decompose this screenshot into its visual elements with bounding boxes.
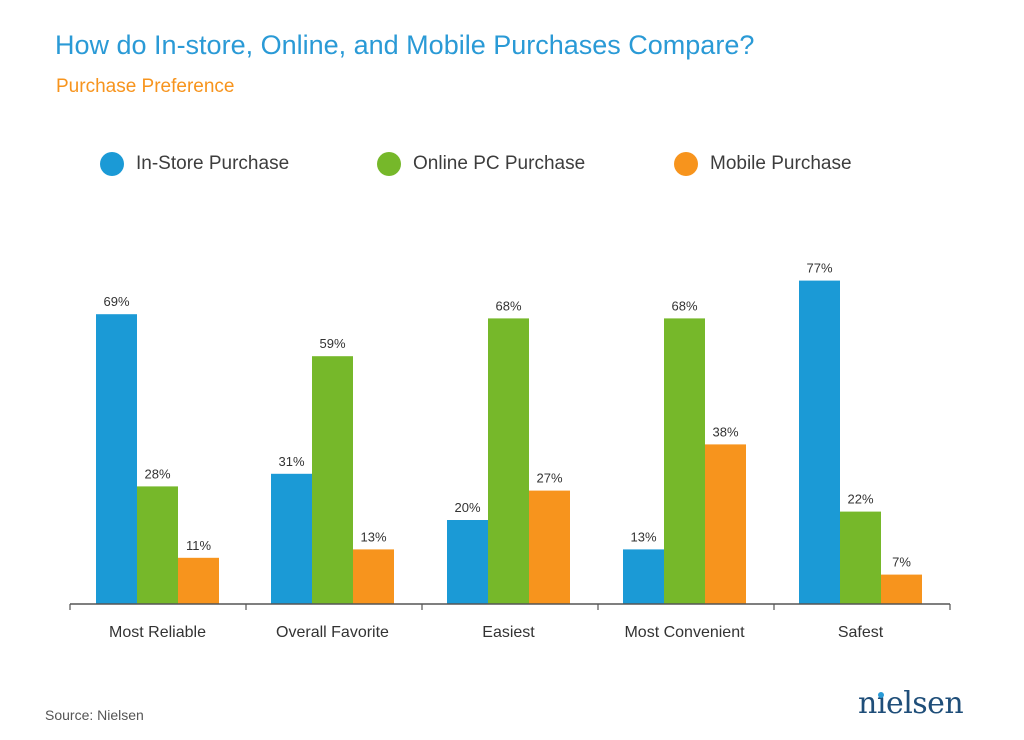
legend-swatch-in-store (100, 152, 124, 176)
bar-online-pc-purchase-most-convenient (664, 318, 705, 604)
x-tick-label-most-convenient: Most Convenient (624, 624, 745, 641)
x-tick-label-most-reliable: Most Reliable (109, 624, 206, 641)
bar-in-store-purchase-easiest (447, 520, 488, 604)
data-label-mobile-purchase-most-reliable: 11% (186, 538, 211, 553)
source-note: Source: Nielsen (45, 707, 144, 723)
bar-mobile-purchase-most-convenient (705, 444, 746, 604)
data-label-mobile-purchase-easiest: 27% (536, 471, 562, 486)
data-label-in-store-purchase-most-convenient: 13% (630, 529, 656, 544)
legend-item-in-store: In-Store Purchase (100, 148, 289, 180)
legend-label-in-store: In-Store Purchase (136, 153, 290, 174)
nielsen-logo: nı elsen (858, 686, 964, 721)
data-label-mobile-purchase-overall-favorite: 13% (360, 529, 386, 544)
bar-mobile-purchase-safest (881, 574, 922, 604)
x-tick-label-easiest: Easiest (482, 624, 535, 641)
data-label-mobile-purchase-safest: 7% (892, 555, 911, 570)
data-label-in-store-purchase-easiest: 20% (454, 500, 480, 515)
legend-item-mobile: Mobile Purchase (674, 148, 852, 180)
data-label-mobile-purchase-most-convenient: 38% (712, 424, 738, 439)
bar-mobile-purchase-most-reliable (178, 557, 219, 604)
chart-subtitle: Purchase Preference (56, 76, 235, 97)
bar-in-store-purchase-safest (799, 280, 840, 604)
data-label-online-pc-purchase-most-reliable: 28% (144, 466, 170, 481)
data-label-online-pc-purchase-overall-favorite: 59% (319, 336, 345, 351)
data-label-in-store-purchase-most-reliable: 69% (103, 294, 129, 309)
bar-online-pc-purchase-easiest (488, 318, 529, 604)
data-label-in-store-purchase-overall-favorite: 31% (278, 454, 304, 469)
data-label-online-pc-purchase-easiest: 68% (495, 298, 521, 313)
data-label-online-pc-purchase-most-convenient: 68% (671, 298, 697, 313)
bar-in-store-purchase-most-reliable (96, 314, 137, 604)
chart-legend: In-Store Purchase Online PC Purchase Mob… (0, 148, 1024, 180)
bar-in-store-purchase-overall-favorite (271, 473, 312, 604)
legend-swatch-online-pc (377, 152, 401, 176)
bar-mobile-purchase-easiest (529, 490, 570, 604)
bar-online-pc-purchase-safest (840, 511, 881, 604)
legend-label-mobile: Mobile Purchase (710, 153, 852, 174)
bar-online-pc-purchase-overall-favorite (312, 356, 353, 604)
chart-title: How do In-store, Online, and Mobile Purc… (55, 30, 755, 60)
legend-item-online-pc: Online PC Purchase (377, 148, 585, 180)
bar-in-store-purchase-most-convenient (623, 549, 664, 604)
legend-swatch-mobile (674, 152, 698, 176)
bar-online-pc-purchase-most-reliable (137, 486, 178, 604)
x-tick-label-overall-favorite: Overall Favorite (276, 624, 389, 641)
bar-mobile-purchase-overall-favorite (353, 549, 394, 604)
x-tick-label-safest: Safest (838, 624, 884, 641)
data-label-in-store-purchase-safest: 77% (806, 261, 832, 276)
data-label-online-pc-purchase-safest: 22% (847, 492, 873, 507)
legend-label-online-pc: Online PC Purchase (413, 153, 586, 174)
